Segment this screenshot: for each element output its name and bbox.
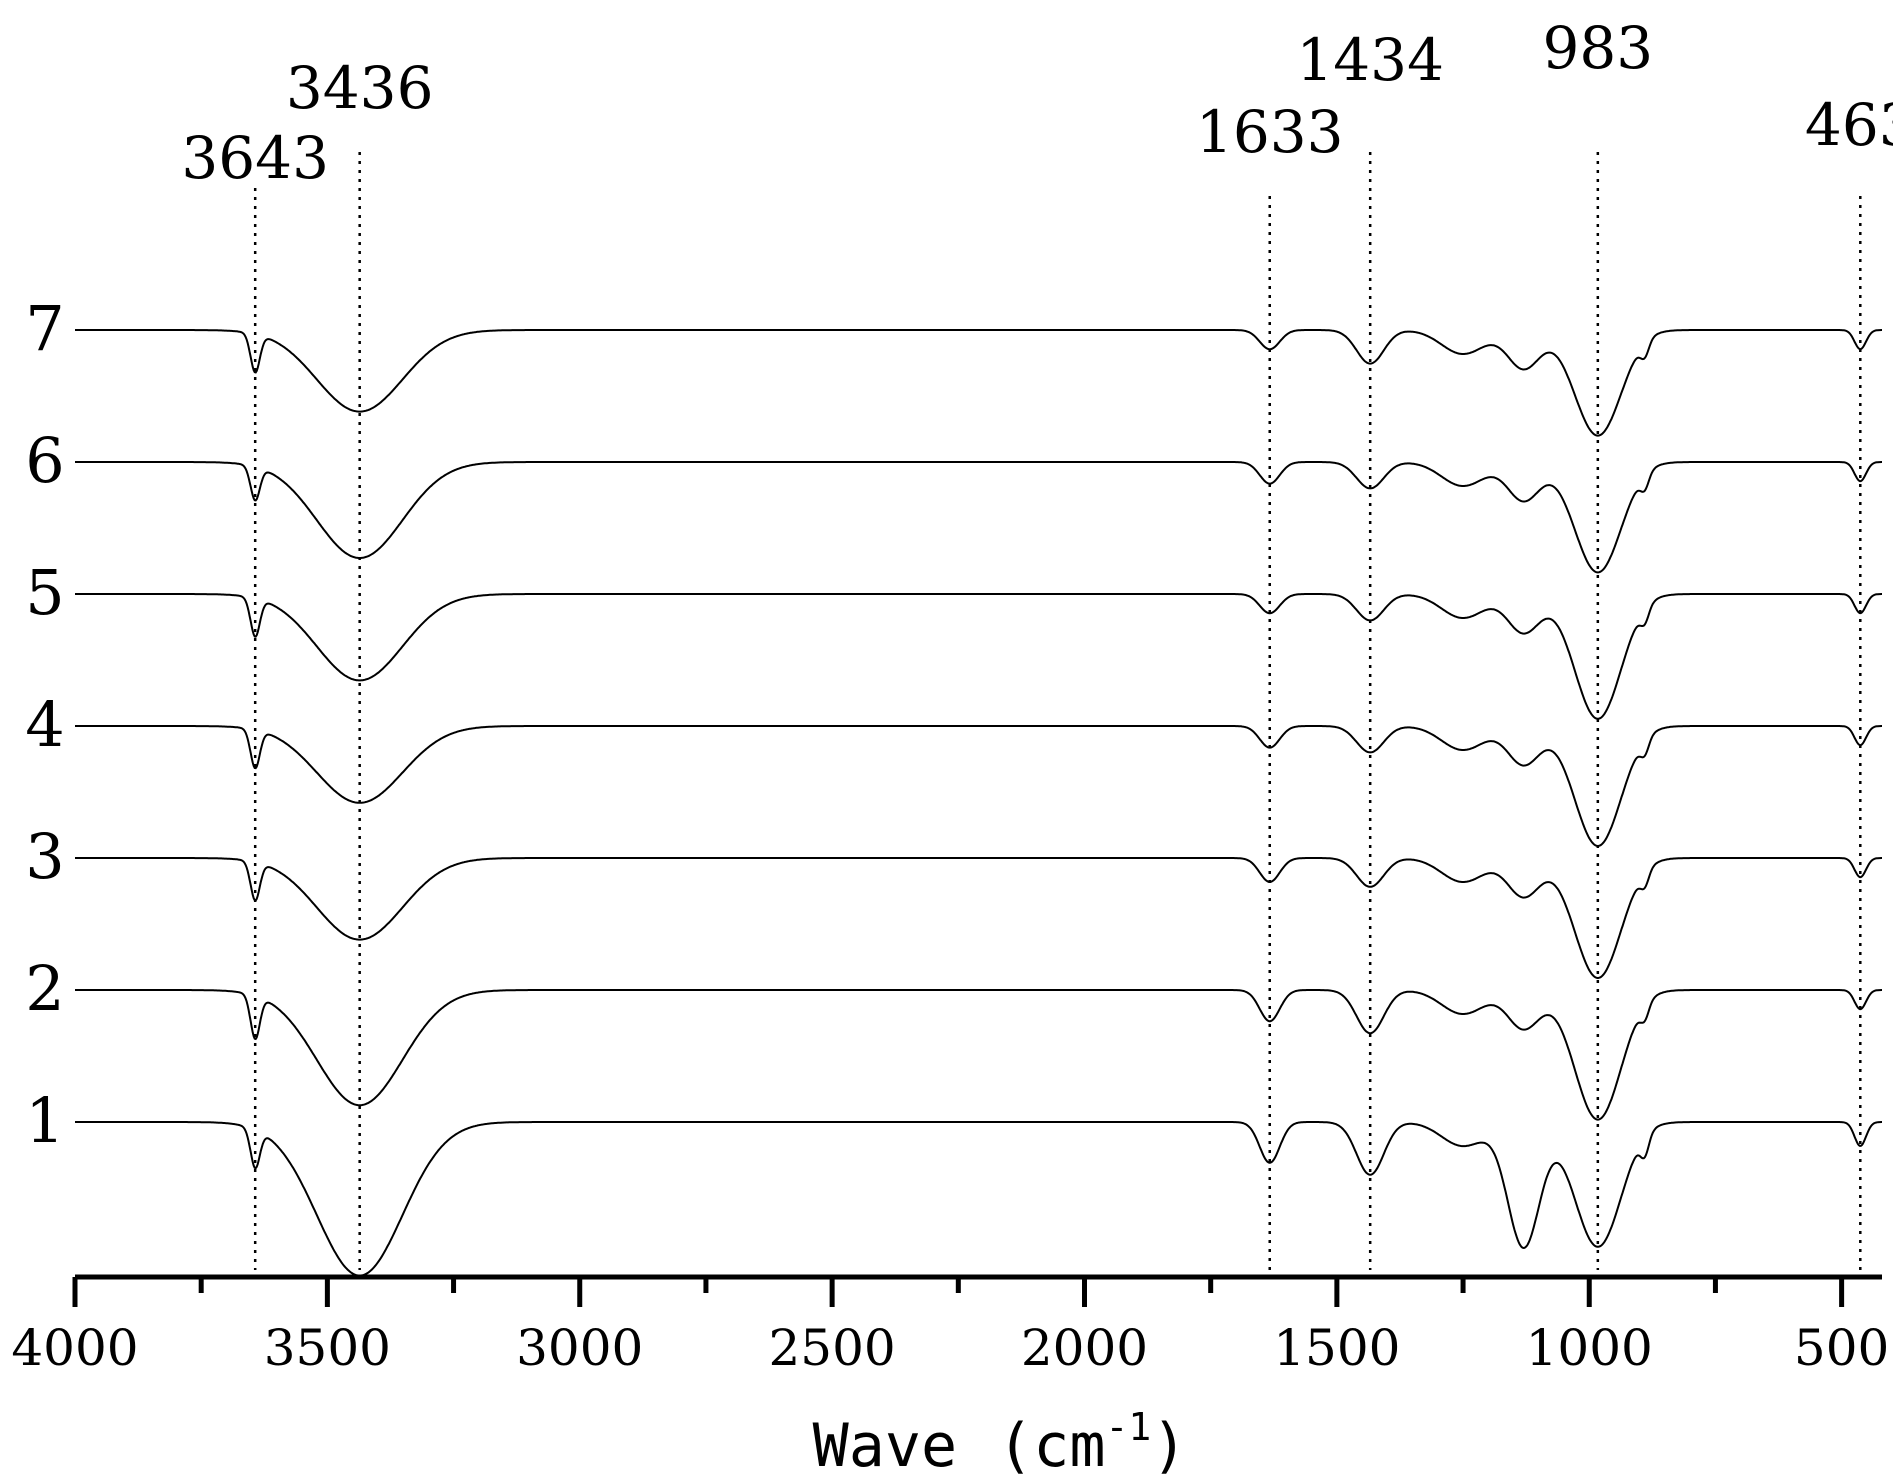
x-axis-unit: (cm <box>997 1411 1105 1476</box>
series-labels: 1 2 3 4 5 6 7 <box>25 292 64 1157</box>
peak-label-463: 463 <box>1805 91 1893 159</box>
spectra <box>75 329 1882 1277</box>
x-axis: 4000 3500 3000 2500 2000 1500 1000 500 <box>11 1274 1889 1377</box>
spectrum-5 <box>75 593 1882 720</box>
series-label-6: 6 <box>25 424 64 497</box>
peak-label-1434: 1434 <box>1296 26 1444 94</box>
series-label-2: 2 <box>25 952 64 1025</box>
x-axis-unit-close: ) <box>1151 1411 1187 1476</box>
spectrum-1 <box>75 1121 1882 1277</box>
series-label-3: 3 <box>25 820 64 893</box>
peak-label-1633: 1633 <box>1196 98 1344 166</box>
x-tick-label-3500: 3500 <box>264 1319 391 1377</box>
spectrum-2 <box>75 989 1882 1121</box>
spectrum-4 <box>75 725 1882 847</box>
series-label-7: 7 <box>25 292 64 365</box>
series-label-4: 4 <box>25 688 64 761</box>
spectrum-7 <box>75 329 1882 437</box>
series-label-5: 5 <box>25 556 64 629</box>
x-tick-label-3000: 3000 <box>516 1319 643 1377</box>
spectrum-3 <box>75 857 1882 979</box>
series-label-1: 1 <box>25 1084 64 1157</box>
x-axis-label: Wave (cm-1) <box>813 1405 1188 1476</box>
spectrum-6 <box>75 461 1882 574</box>
x-axis-unit-exponent: -1 <box>1105 1405 1151 1449</box>
x-tick-label-1500: 1500 <box>1273 1319 1400 1377</box>
x-tick-label-500: 500 <box>1794 1319 1889 1377</box>
peak-label-3643: 3643 <box>181 124 329 192</box>
reference-lines <box>253 152 1862 1270</box>
peak-label-3436: 3436 <box>286 54 434 122</box>
x-tick-label-2000: 2000 <box>1021 1319 1148 1377</box>
peak-label-983: 983 <box>1542 14 1653 82</box>
x-axis-label-text: Wave <box>813 1411 958 1476</box>
x-tick-label-4000: 4000 <box>11 1319 138 1377</box>
x-tick-label-1000: 1000 <box>1526 1319 1653 1377</box>
x-tick-label-2500: 2500 <box>768 1319 895 1377</box>
